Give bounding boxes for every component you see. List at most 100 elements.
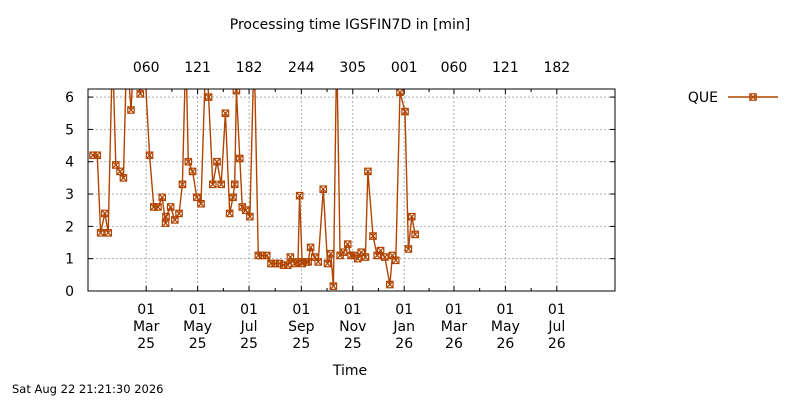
marker-box xyxy=(225,209,234,218)
data-point xyxy=(104,229,113,237)
marker-cross-b xyxy=(296,192,304,200)
chart-title: Processing time IGSFIN7D in [min] xyxy=(230,17,470,33)
data-point xyxy=(175,209,183,218)
x-tick-label-year: 25 xyxy=(137,336,155,352)
marker-box xyxy=(104,229,113,237)
legend-label-que: QUE xyxy=(688,90,718,106)
marker-cross-b xyxy=(344,240,352,248)
data-point xyxy=(192,193,201,202)
marker-box xyxy=(145,151,154,160)
data-point xyxy=(232,89,241,95)
data-point xyxy=(101,209,109,218)
marker-box xyxy=(162,212,170,221)
marker-box xyxy=(208,180,217,189)
marker-box xyxy=(175,209,183,218)
marker-cross-b xyxy=(145,151,154,159)
marker-cross-b xyxy=(136,90,144,98)
marker-box xyxy=(407,212,416,221)
marker-cross-b xyxy=(193,193,201,201)
marker-box xyxy=(213,157,221,166)
marker-box xyxy=(204,93,213,101)
data-point xyxy=(407,212,416,221)
marker-cross-b xyxy=(388,251,397,260)
top-tick-label: 060 xyxy=(441,60,468,76)
y-tick-label: 5 xyxy=(65,122,74,138)
marker-cross-b xyxy=(357,248,365,256)
marker-cross-b xyxy=(329,282,337,290)
marker-box xyxy=(229,193,237,202)
marker-box xyxy=(329,282,338,290)
data-point xyxy=(411,230,419,239)
data-point xyxy=(166,203,175,211)
marker-cross-b xyxy=(263,251,271,260)
marker-box xyxy=(749,93,757,101)
marker-box xyxy=(323,259,332,268)
top-tick-label: 121 xyxy=(492,60,519,76)
marker-box xyxy=(112,161,120,169)
marker-cross-b xyxy=(392,256,400,264)
marker-box xyxy=(119,174,128,182)
marker-cross-b xyxy=(232,89,239,95)
data-point xyxy=(230,180,239,189)
data-point xyxy=(386,280,394,289)
data-point xyxy=(376,246,385,255)
y-tick-label: 2 xyxy=(65,219,74,235)
marker-cross-b xyxy=(246,213,254,221)
x-axis-label: Time xyxy=(332,363,367,379)
marker-box xyxy=(221,109,230,118)
marker-box xyxy=(327,250,335,258)
data-point xyxy=(158,193,167,202)
marker-box xyxy=(271,259,279,268)
marker-cross-b xyxy=(158,193,166,201)
marker-box xyxy=(267,259,275,268)
marker-cross-b xyxy=(104,229,112,237)
marker-cross-b xyxy=(319,185,327,193)
marker-cross-b xyxy=(97,229,105,237)
marker-box xyxy=(381,253,389,261)
data-point xyxy=(319,185,328,193)
marker-cross-b xyxy=(311,253,319,261)
y-tick-label: 0 xyxy=(65,284,74,300)
x-tick-label-day: 01 xyxy=(189,302,207,318)
data-point xyxy=(306,243,315,252)
x-tick-label-month: Nov xyxy=(339,319,366,335)
x-tick-label-month: Jul xyxy=(547,319,565,335)
marker-box xyxy=(262,251,271,260)
x-tick-label-day: 01 xyxy=(292,302,310,318)
data-point xyxy=(327,250,335,258)
marker-cross-b xyxy=(127,106,135,114)
data-point xyxy=(235,154,244,163)
marker-cross-b xyxy=(242,206,250,214)
marker-cross-b xyxy=(381,253,389,261)
data-point xyxy=(369,232,377,240)
data-point xyxy=(204,93,213,101)
marker-cross-b xyxy=(101,209,109,218)
y-tick-label: 4 xyxy=(65,155,74,171)
marker-box xyxy=(401,107,409,116)
data-point xyxy=(162,212,170,221)
series-que xyxy=(89,89,419,290)
marker-box xyxy=(295,191,304,200)
marker-box xyxy=(391,256,400,265)
x-tick-label-day: 01 xyxy=(496,302,514,318)
x-tick-label-month: Mar xyxy=(133,319,160,335)
data-point xyxy=(391,256,400,265)
data-point xyxy=(184,157,193,166)
marker-cross-b xyxy=(749,93,757,101)
data-point xyxy=(262,251,271,260)
top-tick-label: 305 xyxy=(339,60,366,76)
top-tick-label: 182 xyxy=(543,60,570,76)
marker-cross-b xyxy=(119,174,128,182)
footer-timestamp: Sat Aug 22 21:21:30 2026 xyxy=(12,382,164,396)
marker-cross-b xyxy=(354,255,362,263)
x-tick-label-year: 25 xyxy=(344,336,362,352)
data-point xyxy=(145,151,154,160)
data-point xyxy=(323,259,332,268)
x-tick-label-day: 01 xyxy=(445,302,463,318)
x-tick-label-month: May xyxy=(183,319,212,335)
marker-box xyxy=(343,240,352,248)
data-point xyxy=(404,245,413,253)
data-point xyxy=(314,258,322,266)
